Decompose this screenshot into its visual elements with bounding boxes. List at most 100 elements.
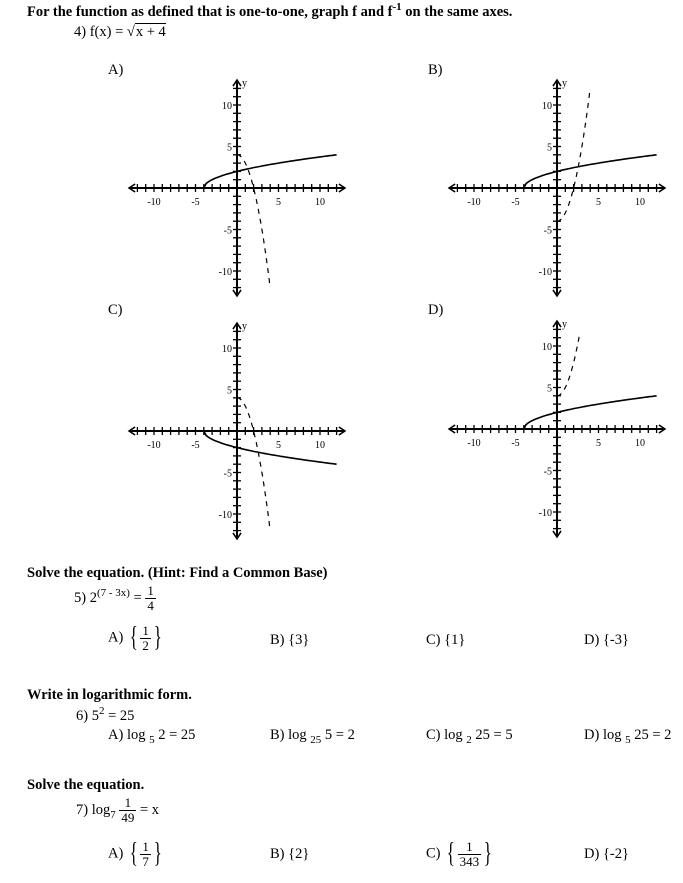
graph-option-d-label[interactable]: D) <box>428 302 444 318</box>
log-argument-fraction: 1 49 <box>119 796 137 825</box>
denominator: 2 <box>142 637 149 653</box>
numerator: 1 <box>457 839 482 855</box>
equation-rhs: = x <box>136 801 160 818</box>
answer-fraction: 1 343 <box>457 839 482 869</box>
arrow-right-icon <box>338 426 347 436</box>
answer-7d[interactable]: D) {-2} <box>584 846 629 863</box>
log-base: 25 <box>310 734 322 746</box>
right-brace: } <box>153 622 162 653</box>
option-label: B) <box>270 727 285 743</box>
arrow-up-icon <box>552 319 562 328</box>
log-rest: 5 = 2 <box>321 727 355 743</box>
arrow-left-icon <box>447 183 456 193</box>
answer-6c[interactable]: C) log 2 25 = 5 <box>426 727 513 746</box>
numerator: 1 <box>119 796 137 811</box>
x-tick-label: 10 <box>315 197 325 208</box>
log-rest: 25 = 2 <box>630 727 672 743</box>
option-label: C) <box>426 727 441 743</box>
log-text: log <box>444 727 463 743</box>
y-tick-label: -5 <box>544 467 552 478</box>
equation-base: 5 <box>91 708 99 724</box>
question-number: 6) <box>76 708 89 724</box>
y-tick-label: 10 <box>222 101 232 112</box>
answer-6b[interactable]: B) log 25 5 = 2 <box>270 727 355 746</box>
x-tick-label: -10 <box>147 197 160 208</box>
option-label: C) <box>426 845 441 862</box>
answer-6a[interactable]: A) log 5 2 = 25 <box>108 727 195 746</box>
left-brace: { <box>446 838 455 869</box>
question-6: 6) 52 = 25 <box>76 705 134 725</box>
arrow-down-icon <box>552 530 562 539</box>
radical-sign: √ <box>126 24 135 40</box>
log-base: 5 <box>625 734 631 746</box>
graph-option-b-label[interactable]: B) <box>428 62 443 78</box>
answer-5d[interactable]: D) {-3} <box>584 632 629 649</box>
x-tick-label: -10 <box>467 197 480 208</box>
option-label: D) <box>584 846 600 862</box>
section-5-heading: Solve the equation. (Hint: Find a Common… <box>27 565 328 581</box>
arrow-up-icon <box>552 78 562 87</box>
answer-7c[interactable]: C) {1 343} <box>426 838 495 870</box>
x-tick-label: 5 <box>596 438 601 449</box>
answer-5c[interactable]: C) {1} <box>426 632 465 649</box>
question-4: 4) f(x) = √x + 4 <box>74 23 166 41</box>
answer-7b[interactable]: B) {2} <box>270 846 309 863</box>
inverse-curve <box>237 154 271 288</box>
equals-sign: = <box>129 589 146 606</box>
option-label: D) <box>584 632 600 648</box>
y-tick-label: 5 <box>547 384 552 395</box>
log-text: log <box>91 801 111 818</box>
answer-5a[interactable]: A) {1 2} <box>108 622 164 654</box>
option-value: {-3} <box>602 632 629 648</box>
log-base: 7 <box>110 808 116 821</box>
x-tick-label: 10 <box>315 440 325 451</box>
y-axis-label: y <box>562 78 567 89</box>
left-brace: { <box>129 622 138 653</box>
graph-option-a-label[interactable]: A) <box>108 62 124 78</box>
function-curve <box>523 395 657 430</box>
numerator: 1 <box>145 583 156 599</box>
function-curve <box>203 154 337 189</box>
function-curve <box>523 154 657 189</box>
option-value: {1} <box>444 632 466 648</box>
numerator: 1 <box>140 622 151 639</box>
answer-6d[interactable]: D) log 5 25 = 2 <box>584 727 672 746</box>
option-value: {2} <box>288 846 310 862</box>
answer-7a[interactable]: A) {1 7} <box>108 838 164 870</box>
x-tick-label: -5 <box>511 197 519 208</box>
arrow-left-icon <box>127 426 136 436</box>
left-brace: { <box>129 838 138 869</box>
option-label: A) <box>108 727 124 743</box>
log-text: log <box>602 727 622 743</box>
section-7-heading: Solve the equation. <box>27 777 145 793</box>
denominator: 4 <box>147 598 154 613</box>
instruction-text: For the function as defined that is one-… <box>27 4 393 20</box>
inverse-superscript: -1 <box>392 1 402 13</box>
option-value: {3} <box>288 632 310 648</box>
equation-base: 2 <box>89 589 97 606</box>
x-tick-label: 5 <box>276 440 281 451</box>
y-tick-label: 10 <box>222 344 232 355</box>
instructions-heading: For the function as defined that is one-… <box>27 1 512 21</box>
question-7: 7) log7 1 49 = x <box>76 796 159 825</box>
x-tick-label: 10 <box>635 438 645 449</box>
x-tick-label: 10 <box>635 197 645 208</box>
answer-5b[interactable]: B) {3} <box>270 632 309 649</box>
y-tick-label: 5 <box>547 143 552 154</box>
graph-option-c-label[interactable]: C) <box>108 302 123 318</box>
arrow-left-icon <box>447 424 456 434</box>
x-tick-label: 5 <box>276 197 281 208</box>
log-base: 5 <box>149 734 155 746</box>
option-label: C) <box>426 632 441 648</box>
x-tick-label: -10 <box>147 440 160 451</box>
option-value: {-2} <box>602 846 629 862</box>
denominator: 7 <box>142 853 149 869</box>
y-tick-label: -5 <box>544 226 552 237</box>
